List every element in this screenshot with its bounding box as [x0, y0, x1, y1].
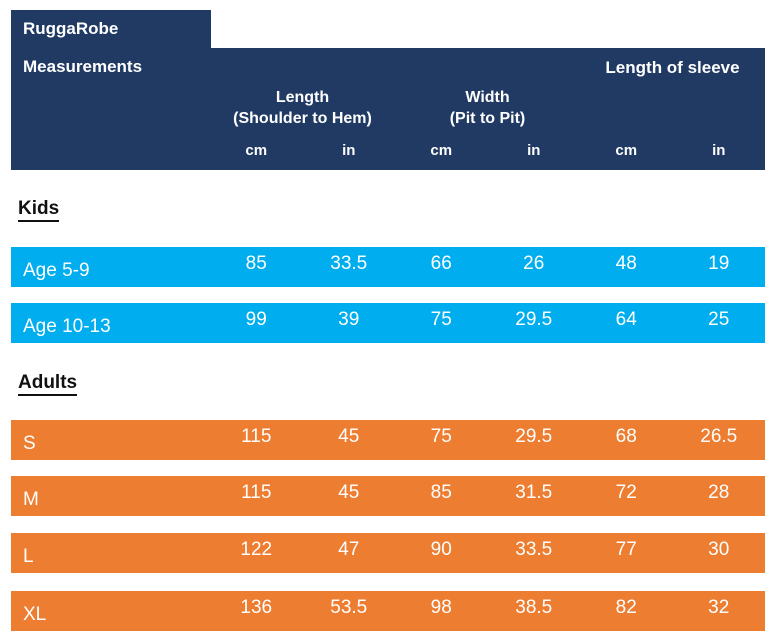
section-heading-kids: Kids: [18, 198, 60, 222]
cell-width-in: 29.5: [515, 309, 553, 330]
brand-title: RuggaRobe: [23, 19, 119, 38]
cell-length-cm: 115: [241, 426, 272, 447]
column-group-length-title: Length: [275, 89, 330, 106]
column-group-width: Width (Pit to Pit): [395, 82, 580, 138]
column-group-length-subtitle: (Shoulder to Hem): [233, 109, 372, 127]
table-row-size-s: S 115 45 75 29.5 68 26.5: [11, 420, 765, 460]
column-group-length: Length (Shoulder to Hem): [210, 82, 395, 138]
cell-sleeve-cm: 64: [615, 309, 637, 330]
row-label: Age 10-13: [23, 316, 111, 337]
section-heading-adults: Adults: [18, 372, 78, 396]
cell-length-in: 45: [338, 482, 360, 503]
cell-length-in: 47: [338, 539, 360, 560]
table-row-age-5-9: Age 5-9 85 33.5 66 26 48 19: [11, 247, 765, 287]
cell-width-in: 29.5: [515, 426, 553, 447]
cell-length-in: 45: [338, 426, 360, 447]
unit-header-sleeve-in: in: [712, 142, 726, 159]
cell-sleeve-cm: 72: [615, 482, 637, 503]
column-group-width-subtitle: (Pit to Pit): [449, 109, 526, 127]
cell-length-in: 53.5: [330, 597, 368, 618]
cell-width-in: 26: [523, 253, 545, 274]
cell-length-cm: 136: [240, 597, 273, 618]
cell-width-cm: 75: [430, 426, 452, 447]
cell-width-cm: 75: [430, 309, 452, 330]
cell-length-cm: 122: [240, 539, 273, 560]
unit-header-length-in: in: [342, 142, 356, 159]
row-label: M: [23, 489, 39, 510]
cell-length-cm: 99: [245, 309, 267, 330]
cell-sleeve-in: 28: [708, 482, 730, 503]
cell-width-in: 31.5: [515, 482, 553, 503]
cell-width-cm: 90: [430, 539, 452, 560]
row-label: XL: [23, 604, 47, 625]
cell-sleeve-in: 30: [708, 539, 730, 560]
row-label: Age 5-9: [23, 260, 90, 281]
table-row-age-10-13: Age 10-13 99 39 75 29.5 64 25: [11, 303, 765, 343]
cell-sleeve-in: 25: [708, 309, 730, 330]
cell-sleeve-cm: 68: [615, 426, 637, 447]
cell-length-in: 33.5: [330, 253, 368, 274]
cell-sleeve-cm: 77: [615, 539, 637, 560]
cell-length-cm: 85: [245, 253, 267, 274]
cell-sleeve-in: 19: [708, 253, 730, 274]
table-row-size-m: M 115 45 85 31.5 72 28: [11, 476, 765, 516]
column-group-sleeve: Length of sleeve: [605, 58, 740, 77]
table-row-size-xl: XL 136 53.5 98 38.5 82 32: [11, 591, 765, 631]
cell-width-in: 33.5: [515, 539, 553, 560]
cell-sleeve-cm: 48: [615, 253, 637, 274]
cell-sleeve-in: 32: [708, 597, 730, 618]
cell-width-cm: 85: [430, 482, 452, 503]
measurements-label: Measurements: [23, 57, 143, 76]
cell-sleeve-in: 26.5: [700, 426, 738, 447]
cell-length-cm: 115: [241, 482, 272, 503]
cell-width-cm: 98: [430, 597, 452, 618]
column-group-width-title: Width: [465, 89, 510, 106]
brand-tab: RuggaRobe: [11, 10, 211, 48]
unit-header-length-cm: cm: [245, 142, 268, 159]
unit-header-width-in: in: [527, 142, 541, 159]
cell-width-in: 38.5: [515, 597, 553, 618]
table-header: Measurements Length of sleeve Length (Sh…: [11, 48, 765, 170]
row-label: S: [23, 433, 36, 454]
cell-sleeve-cm: 82: [615, 597, 637, 618]
row-label: L: [23, 546, 34, 567]
unit-header-width-cm: cm: [430, 142, 453, 159]
table-row-size-l: L 122 47 90 33.5 77 30: [11, 533, 765, 573]
cell-width-cm: 66: [430, 253, 452, 274]
cell-length-in: 39: [338, 309, 360, 330]
unit-header-sleeve-cm: cm: [615, 142, 638, 159]
